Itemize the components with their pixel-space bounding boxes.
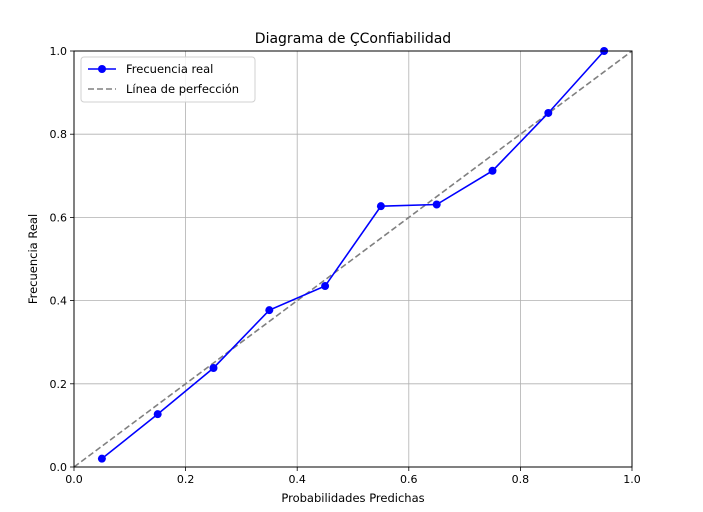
x-axis-title: Probabilidades Predichas [281, 491, 424, 505]
x-tick-label: 0.6 [400, 473, 418, 486]
axis-ticks: 0.0 0.2 0.4 0.6 0.8 1.0 0.0 0.2 0.4 0.6 0.8 1.0 [50, 45, 641, 486]
real-frequency-point [97, 454, 106, 463]
y-tick-label: 0.4 [50, 295, 68, 308]
y-tick-label: 0.2 [50, 378, 68, 391]
real-frequency-point [209, 363, 218, 372]
x-tick-label: 0.2 [177, 473, 195, 486]
series [73, 47, 633, 468]
y-axis-title: Frecuencia Real [26, 214, 40, 304]
legend-label-perfect: Línea de perfección [126, 82, 239, 96]
real-frequency-point [321, 282, 330, 291]
perfect-calibration-line [73, 50, 633, 468]
x-tick-label: 1.0 [623, 473, 641, 486]
legend-box [80, 56, 256, 103]
legend-label-real: Frecuencia real [126, 62, 213, 76]
real-frequency-point [432, 200, 441, 209]
legend-swatch-real-marker [98, 65, 106, 73]
x-tick-label: 0.8 [512, 473, 530, 486]
x-tick-label: 0.4 [288, 473, 306, 486]
real-frequency-point [153, 410, 162, 419]
real-frequency-point [376, 202, 385, 211]
real-frequency-point [265, 306, 274, 315]
legend: Frecuencia real Línea de perfección [80, 56, 256, 103]
real-frequency-line [101, 50, 605, 460]
real-frequency-point [544, 108, 553, 117]
y-tick-label: 1.0 [50, 45, 68, 58]
real-frequency-point [488, 166, 497, 175]
chart-title: Diagrama de ÇConfiabilidad [255, 31, 451, 47]
y-tick-label: 0.8 [50, 128, 68, 141]
y-tick-label: 0.0 [50, 461, 68, 474]
y-tick-label: 0.6 [50, 211, 68, 224]
x-tick-label: 0.0 [65, 473, 83, 486]
plot-frame [73, 50, 633, 468]
